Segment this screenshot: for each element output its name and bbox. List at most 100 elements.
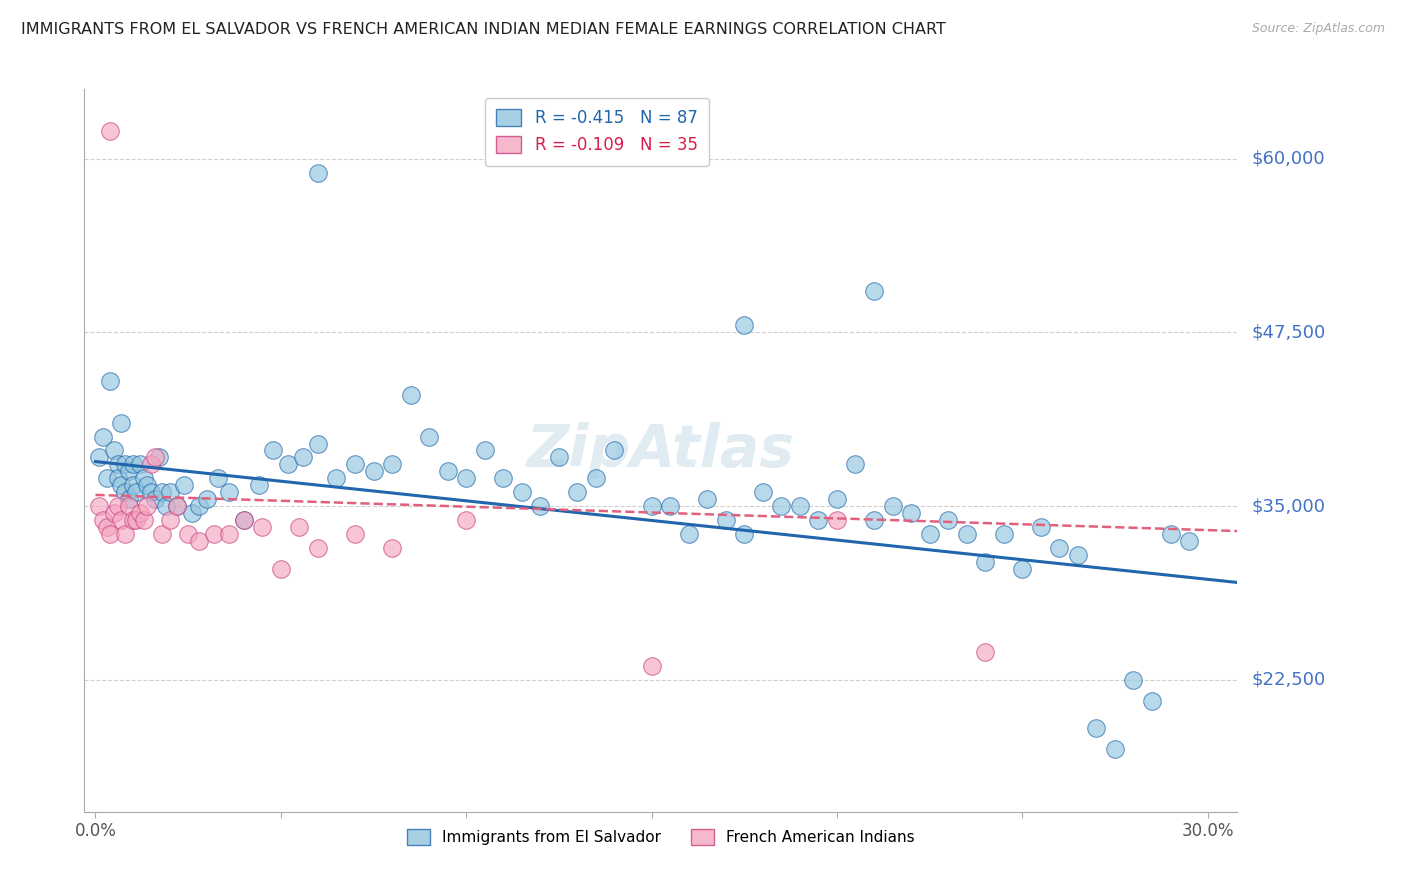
- Point: [121, 458, 143, 472]
- Point: [98, 526, 121, 541]
- Point: [733, 526, 755, 541]
- Point: [900, 506, 922, 520]
- Point: [166, 499, 188, 513]
- Point: [714, 513, 737, 527]
- Point: [343, 458, 366, 472]
- Point: [292, 450, 315, 465]
- Point: [456, 471, 478, 485]
- Point: [103, 443, 125, 458]
- Point: [567, 485, 589, 500]
- Point: [381, 541, 404, 555]
- Point: [118, 499, 141, 513]
- Point: [202, 526, 225, 541]
- Point: [110, 478, 132, 492]
- Point: [118, 464, 141, 478]
- Text: $35,000: $35,000: [1251, 497, 1326, 515]
- Point: [262, 443, 284, 458]
- Point: [136, 499, 159, 513]
- Point: [659, 499, 682, 513]
- Point: [1047, 541, 1070, 555]
- Point: [139, 458, 162, 472]
- Point: [807, 513, 830, 527]
- Point: [150, 526, 173, 541]
- Point: [974, 555, 997, 569]
- Point: [492, 471, 515, 485]
- Point: [918, 526, 941, 541]
- Point: [825, 513, 848, 527]
- Point: [936, 513, 959, 527]
- Point: [132, 513, 155, 527]
- Point: [159, 485, 181, 500]
- Point: [98, 124, 121, 138]
- Point: [770, 499, 793, 513]
- Text: Source: ZipAtlas.com: Source: ZipAtlas.com: [1251, 22, 1385, 36]
- Point: [343, 526, 366, 541]
- Point: [125, 513, 148, 527]
- Point: [603, 443, 626, 458]
- Point: [363, 464, 385, 478]
- Point: [585, 471, 607, 485]
- Point: [218, 526, 240, 541]
- Point: [91, 429, 114, 443]
- Point: [148, 450, 170, 465]
- Point: [98, 374, 121, 388]
- Point: [844, 458, 866, 472]
- Point: [143, 450, 166, 465]
- Point: [218, 485, 240, 500]
- Point: [129, 458, 152, 472]
- Point: [180, 506, 202, 520]
- Point: [547, 450, 569, 465]
- Point: [177, 526, 200, 541]
- Point: [89, 450, 111, 465]
- Point: [418, 429, 440, 443]
- Point: [277, 458, 299, 472]
- Point: [307, 436, 329, 450]
- Point: [143, 492, 166, 507]
- Text: IMMIGRANTS FROM EL SALVADOR VS FRENCH AMERICAN INDIAN MEDIAN FEMALE EARNINGS COR: IMMIGRANTS FROM EL SALVADOR VS FRENCH AM…: [21, 22, 946, 37]
- Point: [456, 513, 478, 527]
- Point: [678, 526, 700, 541]
- Legend: Immigrants from El Salvador, French American Indians: Immigrants from El Salvador, French Amer…: [401, 822, 921, 851]
- Point: [139, 485, 162, 500]
- Point: [103, 506, 125, 520]
- Point: [381, 458, 404, 472]
- Point: [1178, 533, 1201, 548]
- Point: [270, 561, 292, 575]
- Point: [993, 526, 1015, 541]
- Text: ZipAtlas: ZipAtlas: [527, 422, 794, 479]
- Point: [129, 506, 152, 520]
- Point: [110, 416, 132, 430]
- Point: [956, 526, 979, 541]
- Point: [1140, 693, 1163, 707]
- Text: $60,000: $60,000: [1251, 150, 1324, 168]
- Point: [110, 513, 132, 527]
- Point: [166, 499, 188, 513]
- Point: [252, 520, 274, 534]
- Point: [107, 458, 129, 472]
- Point: [232, 513, 254, 527]
- Point: [307, 541, 329, 555]
- Point: [399, 388, 422, 402]
- Point: [882, 499, 904, 513]
- Point: [188, 499, 211, 513]
- Point: [474, 443, 496, 458]
- Point: [752, 485, 775, 500]
- Point: [159, 513, 181, 527]
- Point: [640, 499, 662, 513]
- Point: [640, 658, 662, 673]
- Point: [188, 533, 211, 548]
- Point: [150, 485, 173, 500]
- Point: [207, 471, 229, 485]
- Point: [974, 645, 997, 659]
- Point: [789, 499, 811, 513]
- Point: [96, 471, 118, 485]
- Point: [825, 492, 848, 507]
- Point: [121, 478, 143, 492]
- Point: [125, 485, 148, 500]
- Point: [155, 499, 177, 513]
- Point: [307, 165, 329, 179]
- Point: [114, 526, 136, 541]
- Point: [1122, 673, 1144, 687]
- Text: $22,500: $22,500: [1251, 671, 1326, 689]
- Point: [1011, 561, 1033, 575]
